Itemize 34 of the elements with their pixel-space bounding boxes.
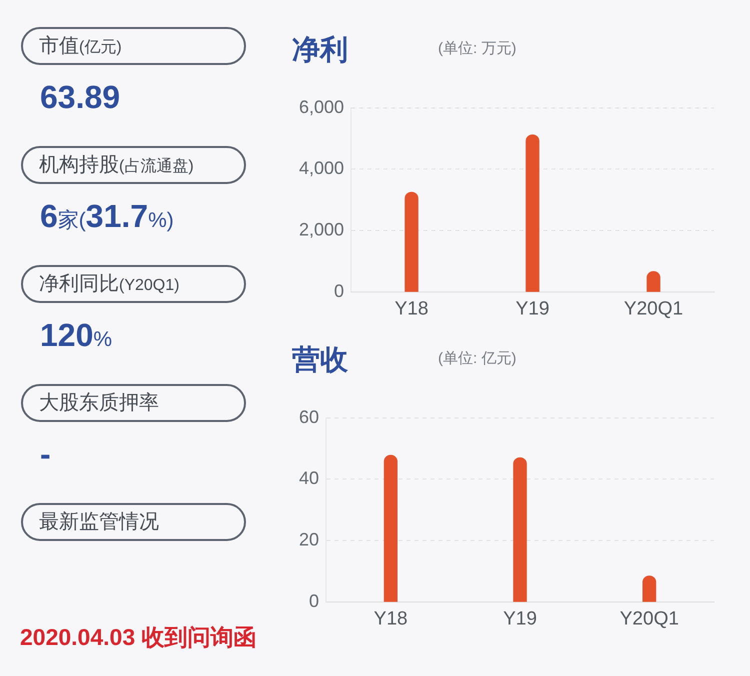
y-tick-label: 2,000 xyxy=(298,220,344,240)
x-tick-label: Y19 xyxy=(516,298,550,320)
bar xyxy=(404,192,418,292)
bar xyxy=(384,454,398,602)
x-tick-label: Y18 xyxy=(374,608,408,630)
text: 120% xyxy=(40,317,112,353)
x-tick-label: Y19 xyxy=(503,608,537,630)
y-tick-label: 60 xyxy=(298,406,320,427)
bar xyxy=(642,576,656,602)
x-tick-label: Y20Q1 xyxy=(624,298,684,320)
text: 净利同比(Y20Q1) xyxy=(39,273,180,295)
text: 2020.04.03 收到问询函 xyxy=(20,623,257,652)
text: 63.89 xyxy=(40,79,120,115)
text: 机构持股(占流通盘) xyxy=(39,154,194,176)
chart-subtitle: (单位: 亿元) xyxy=(438,349,516,369)
chart-title: 净利 xyxy=(292,33,348,67)
text: - xyxy=(40,436,51,472)
y-tick-label: 20 xyxy=(298,530,320,550)
y-tick-label: 0 xyxy=(309,590,320,611)
text: 6家(31.7%) xyxy=(40,198,174,234)
chart-subtitle: (单位: 万元) xyxy=(438,39,516,59)
bar xyxy=(513,457,527,602)
text: 大股东质押率 xyxy=(39,392,159,414)
x-tick-label: Y18 xyxy=(394,298,428,320)
y-tick-label: 40 xyxy=(298,468,320,488)
y-tick-label: 6,000 xyxy=(298,96,344,117)
text: 市值(亿元) xyxy=(39,35,122,57)
x-tick-label: Y20Q1 xyxy=(620,608,679,630)
chart-title: 营收 xyxy=(292,343,348,377)
bar xyxy=(526,134,540,292)
y-tick-label: 4,000 xyxy=(298,158,344,178)
bar xyxy=(646,271,660,292)
y-tick-label: 0 xyxy=(334,280,344,301)
text: 最新监管情况 xyxy=(39,511,159,533)
